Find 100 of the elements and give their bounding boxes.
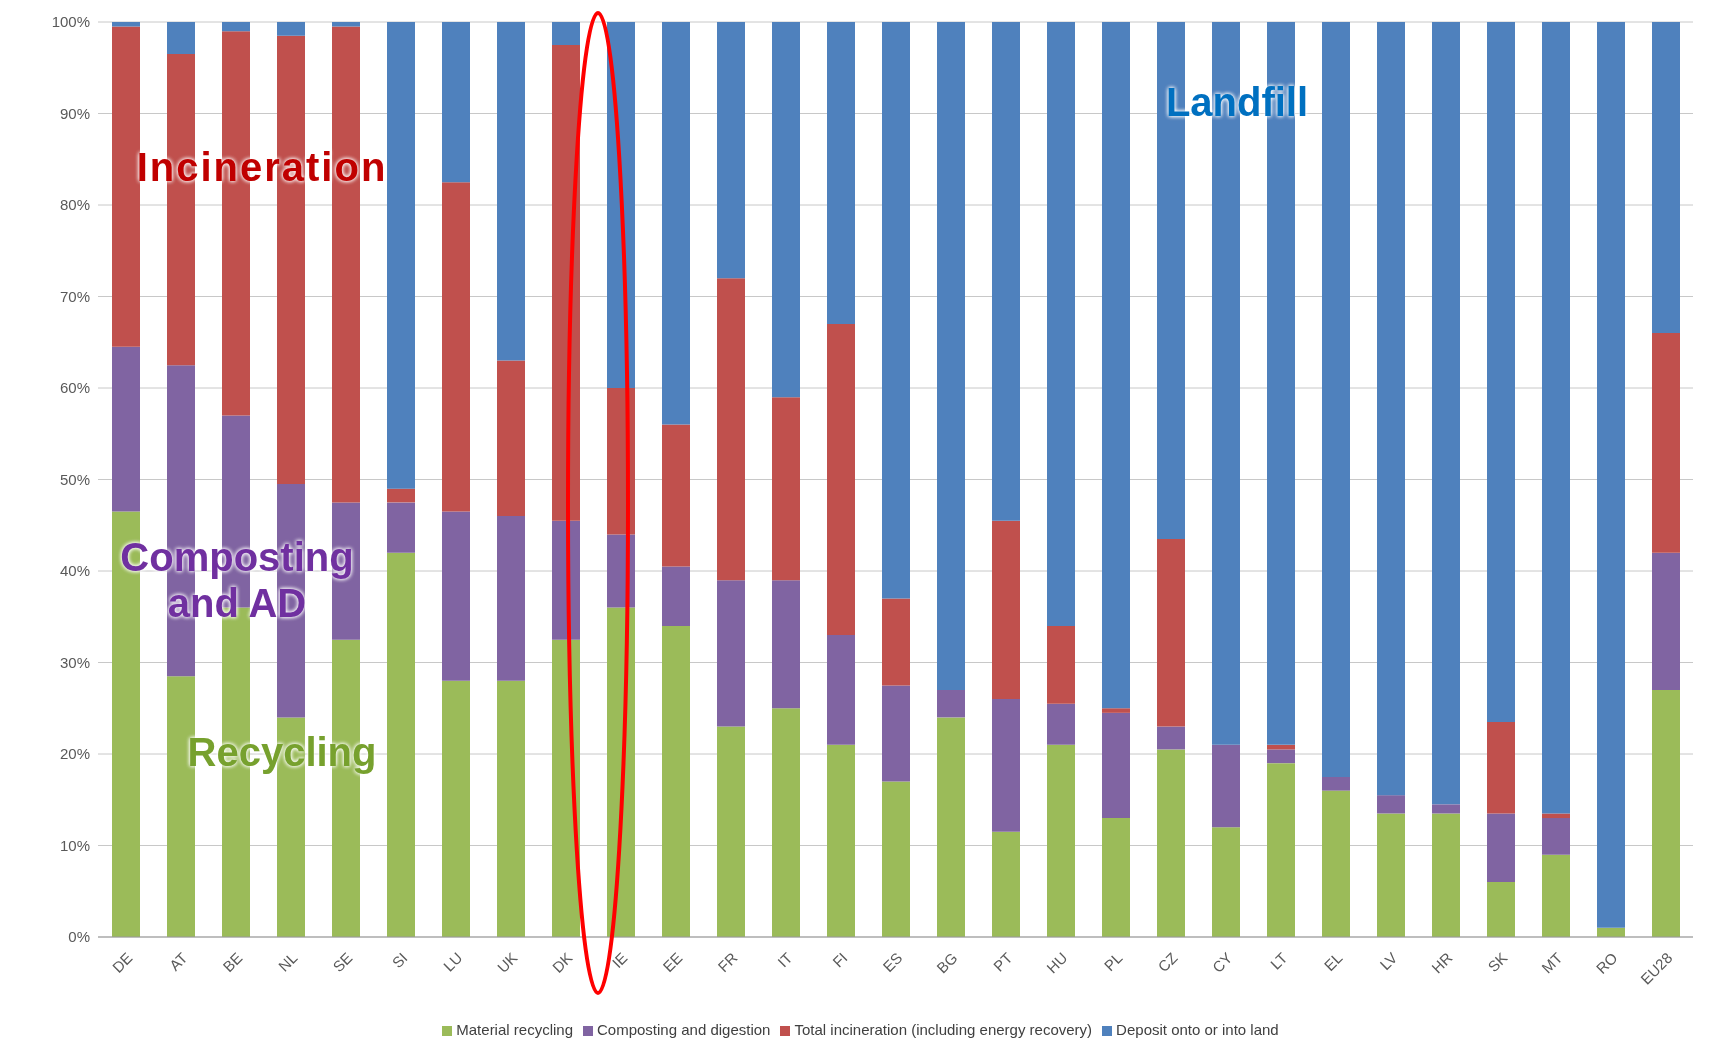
bar xyxy=(882,22,910,599)
x-tick-label: LT xyxy=(1266,949,1291,973)
y-tick-label: 100% xyxy=(51,13,90,31)
bar xyxy=(112,26,140,347)
legend-label: Composting and digestion xyxy=(597,1021,771,1038)
bar xyxy=(167,22,195,55)
bar xyxy=(827,22,855,324)
legend-label: Material recycling xyxy=(456,1021,573,1038)
bar xyxy=(1267,749,1295,764)
bar xyxy=(882,598,910,686)
bar xyxy=(112,22,140,27)
bar xyxy=(387,502,415,553)
x-tick-label: ES xyxy=(879,949,906,976)
bar xyxy=(387,22,415,489)
bar xyxy=(1267,763,1295,937)
y-tick-label: 50% xyxy=(59,470,90,488)
bar xyxy=(1377,813,1405,937)
bar xyxy=(1487,721,1515,814)
legend-label: Total incineration (including energy recovery) xyxy=(794,1021,1093,1038)
bar xyxy=(717,278,745,581)
x-tick-label: BG xyxy=(933,949,961,977)
bar xyxy=(937,22,965,690)
bar xyxy=(1157,538,1185,727)
x-tick-label: SI xyxy=(388,949,411,972)
x-tick-label: DE xyxy=(108,949,136,976)
bar xyxy=(1487,22,1515,722)
bar xyxy=(277,22,305,36)
bar xyxy=(827,635,855,745)
bar xyxy=(827,323,855,636)
bar xyxy=(717,22,745,279)
bar xyxy=(442,22,470,183)
bar xyxy=(1432,804,1460,814)
bar xyxy=(1377,22,1405,796)
bar xyxy=(1487,882,1515,937)
x-tick-label: IT xyxy=(774,949,796,971)
y-tick-label: 70% xyxy=(59,287,90,305)
bar xyxy=(992,520,1020,700)
bar xyxy=(442,182,470,512)
x-tick-label: DK xyxy=(548,949,576,976)
bar xyxy=(1432,813,1460,937)
bar xyxy=(497,680,525,937)
bar xyxy=(1322,790,1350,937)
y-tick-label: 30% xyxy=(59,653,90,671)
bar xyxy=(1212,744,1240,828)
bar xyxy=(332,22,360,27)
x-tick-label: PL xyxy=(1100,949,1126,975)
x-tick-label: EE xyxy=(659,949,686,976)
bar xyxy=(497,516,525,681)
bar xyxy=(717,580,745,727)
bar xyxy=(222,22,250,32)
x-tick-label: PT xyxy=(989,949,1016,975)
bar xyxy=(772,580,800,709)
bar xyxy=(387,552,415,937)
x-tick-label: UK xyxy=(493,949,521,976)
x-tick-label: CY xyxy=(1208,949,1236,976)
bar xyxy=(442,511,470,681)
bar xyxy=(1652,689,1680,937)
bar xyxy=(497,360,525,517)
y-tick-label: 80% xyxy=(59,196,90,214)
bar xyxy=(1102,712,1130,819)
x-tick-label: HR xyxy=(1428,948,1456,977)
bar xyxy=(882,781,910,937)
y-tick-label: 90% xyxy=(59,104,90,122)
bar xyxy=(992,22,1020,521)
bar xyxy=(1652,22,1680,334)
x-tick-label: HU xyxy=(1043,949,1071,977)
y-tick-label: 0% xyxy=(68,928,90,946)
bar xyxy=(662,625,690,937)
bar xyxy=(1157,726,1185,750)
x-tick-label: LV xyxy=(1376,949,1401,974)
y-tick-label: 20% xyxy=(59,745,90,763)
bar xyxy=(1432,22,1460,805)
bar xyxy=(1047,22,1075,626)
bar xyxy=(772,708,800,937)
bar xyxy=(662,566,690,626)
x-tick-label: LU xyxy=(439,949,466,975)
bar xyxy=(552,22,580,45)
bar xyxy=(1102,22,1130,709)
bar xyxy=(937,717,965,937)
bar xyxy=(112,346,140,512)
bar xyxy=(772,22,800,398)
bar xyxy=(1652,552,1680,690)
x-tick-label: NL xyxy=(274,949,301,975)
x-tick-label: SK xyxy=(1484,949,1511,976)
bar xyxy=(827,744,855,937)
x-tick-label: RO xyxy=(1592,949,1621,977)
x-tick-label: SE xyxy=(329,949,356,976)
bar xyxy=(662,424,690,567)
bar xyxy=(882,685,910,782)
bar xyxy=(992,831,1020,937)
bar xyxy=(1102,818,1130,937)
bar xyxy=(1377,795,1405,814)
bar xyxy=(937,689,965,718)
bar xyxy=(992,699,1020,832)
bar xyxy=(442,680,470,937)
bar xyxy=(662,22,690,425)
bar xyxy=(1542,854,1570,937)
bar xyxy=(1102,708,1130,713)
x-tick-label: IE xyxy=(608,949,631,972)
bar xyxy=(1212,827,1240,937)
